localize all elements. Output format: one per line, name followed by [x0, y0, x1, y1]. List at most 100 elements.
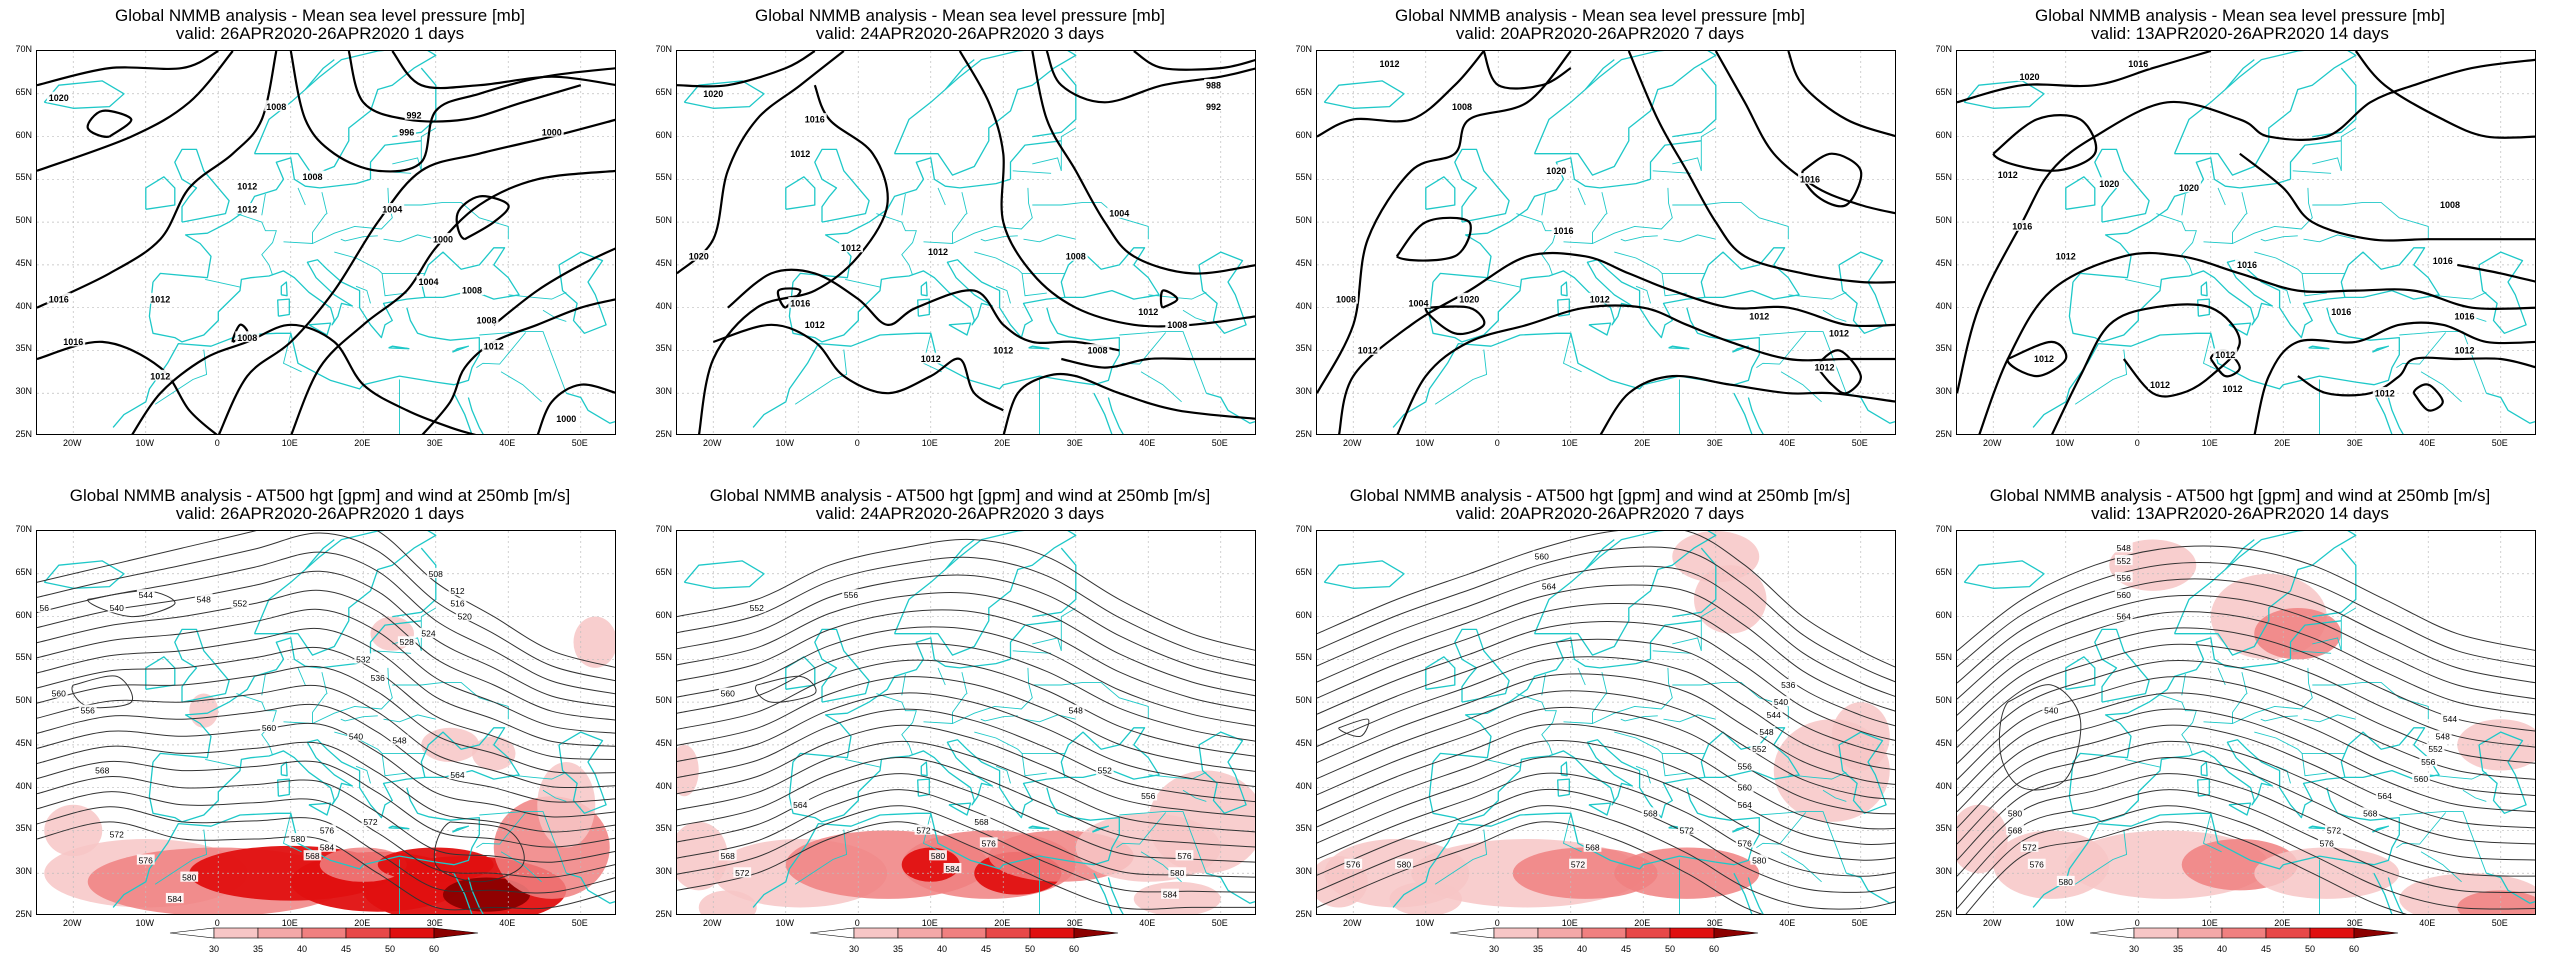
map-panel-slp1: Global NMMB analysis - Mean sea level pr… [0, 0, 640, 480]
lat-tick-label: 55N [15, 652, 32, 663]
lon-tick-label: 30E [2346, 438, 2363, 448]
contour-label: 1016 [2454, 311, 2474, 321]
country-border [1140, 371, 1182, 403]
map-panel-z1: Global NMMB analysis - AT500 hgt [gpm] a… [0, 480, 640, 960]
lon-tick-label: 20W [62, 438, 82, 448]
contour-label: 1012 [2454, 346, 2474, 356]
contour-label: 560 [52, 689, 66, 699]
contour-label-bg [474, 314, 499, 325]
coastline [2224, 539, 2255, 570]
geopotential-line [1317, 739, 1895, 846]
map-panel-z14: Global NMMB analysis - AT500 hgt [gpm] a… [1920, 480, 2560, 960]
country-border [1119, 331, 1207, 394]
coastline [2478, 251, 2527, 334]
contour-label-bg [426, 567, 445, 579]
map-panel-slp3: Global NMMB analysis - Mean sea level pr… [640, 0, 1280, 480]
lat-tick-label: 35N [655, 823, 672, 834]
contour-label-bg [1583, 841, 1602, 852]
isobar-line [86, 109, 133, 138]
contour-label: 1008 [476, 316, 496, 326]
contour-label-bg [2220, 382, 2245, 394]
coastline [1747, 877, 1764, 914]
coastline [1425, 176, 1456, 210]
contour-label-bg [1772, 696, 1790, 707]
country-border [2203, 672, 2248, 724]
lat-tick-label: 55N [1295, 172, 1312, 183]
geopotential-line [677, 676, 1255, 772]
contour-label: 1008 [237, 333, 257, 343]
geopotential-line [37, 570, 615, 708]
geopotential-line [1317, 772, 1895, 877]
lon-tick-label: 30E [1706, 918, 1723, 928]
coastlines [43, 51, 615, 434]
country-border [980, 235, 1018, 242]
contour-label-bg [1735, 837, 1754, 848]
map-svg: 5525565605485525565645685725765805845685… [677, 531, 1255, 914]
colorbar-tick-label: 50 [384, 944, 395, 954]
coastline [1454, 148, 1510, 223]
colorbar-segment [1713, 927, 1759, 939]
contour-label-bg [2006, 824, 2024, 835]
lat-tick-label: 45N [1935, 257, 1952, 268]
contour-label: 1012 [2034, 354, 2054, 364]
coastline [1700, 727, 1800, 780]
coastline [2289, 140, 2342, 180]
lat-tick-label: 30N [15, 386, 32, 397]
geopotential-line [677, 724, 1255, 818]
lon-tick-label: 10E [1561, 438, 1578, 448]
lon-tick-label: 50E [1851, 918, 1868, 928]
contour-label: 516 [450, 599, 464, 609]
country-border [1516, 213, 1557, 276]
country-border [1592, 187, 1673, 244]
contour-label-bg [2438, 198, 2462, 210]
contour-label-bg [1587, 292, 1612, 304]
contour-label-bg [842, 589, 860, 600]
wind-speed-area [1148, 770, 1255, 874]
lon-tick-label: 50E [2491, 918, 2508, 928]
lat-tick-label: 35N [1935, 823, 1952, 834]
isobar-line [2253, 321, 2535, 434]
geopotential-closed-line [433, 821, 525, 883]
country-border [845, 278, 881, 288]
lat-tick-label: 50N [1295, 215, 1312, 226]
country-border [794, 829, 848, 885]
coastline [145, 176, 176, 210]
isobar-line [2354, 51, 2535, 139]
contour-label: 1016 [1553, 226, 1573, 236]
lon-tick-label: 10W [1415, 438, 1434, 448]
contour-label-bg [1168, 867, 1187, 878]
coastline [2228, 802, 2252, 816]
contour-label: 540 [2044, 706, 2058, 716]
coastline [1733, 872, 1753, 914]
coastline [2312, 67, 2357, 138]
contour-label-bg [2452, 309, 2477, 321]
geopotential-line [677, 626, 1255, 727]
isobar-line [1031, 51, 1255, 275]
contour-label: 552 [233, 599, 247, 609]
country-border [392, 157, 422, 171]
lon-tick-label: 30E [2346, 918, 2363, 928]
colorbar-segment [985, 927, 1031, 939]
map-svg: 1020 1016 1012 988 992 1020 1012 1012 1008 1004 10… [677, 51, 1255, 434]
contour-label: 1000 [556, 414, 576, 424]
lat-tick-label: 30N [1295, 386, 1312, 397]
country-border [340, 715, 378, 722]
coastline [2486, 392, 2535, 424]
contour-label: 544 [1767, 710, 1781, 720]
isolines [37, 531, 615, 911]
contour-label: 1012 [921, 354, 941, 364]
lat-tick-label: 70N [1295, 44, 1312, 54]
contour-label: 576 [982, 838, 996, 848]
colorbar-segment [2265, 927, 2311, 939]
isobar-line [455, 195, 510, 241]
colorbar-tick-label: 35 [2172, 944, 2183, 954]
coastline [785, 656, 816, 690]
contour-labels: 1016 1020 1012 1020 1020 1016 1008 1012 1016 1016… [1995, 57, 2477, 398]
map-area: 1016 1020 1012 1020 1020 1016 1008 1012 1016 1016… [1956, 50, 2536, 435]
coastline [1649, 140, 1702, 180]
colorbar-segment [1493, 927, 1539, 939]
contour-label-bg [1757, 726, 1776, 737]
contour-label: 1012 [2150, 380, 2170, 390]
contour-label-bg [914, 824, 933, 835]
contour-label: 1004 [1408, 299, 1428, 309]
